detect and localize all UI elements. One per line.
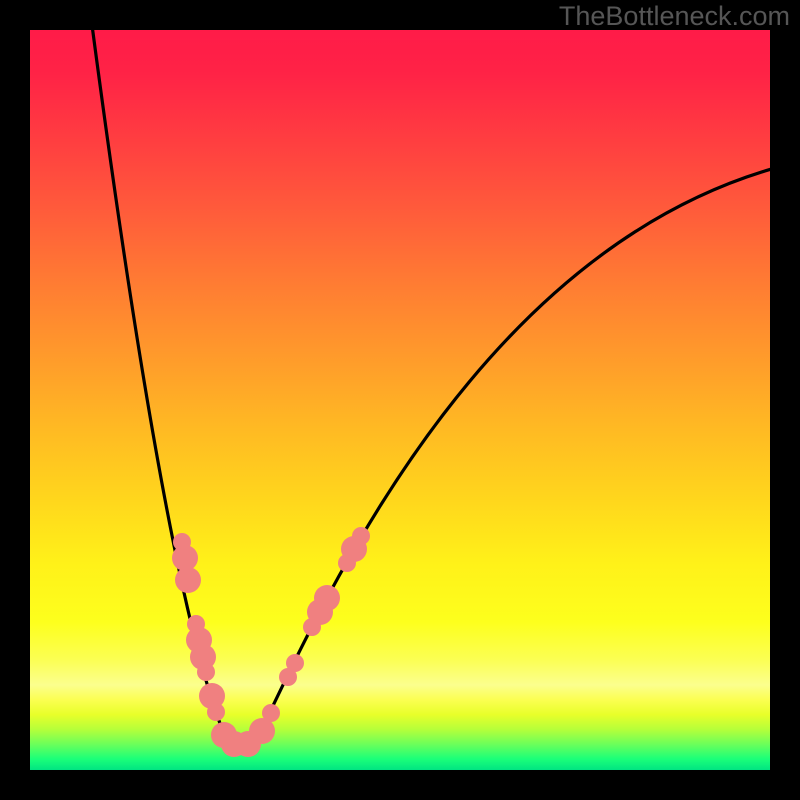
chart-frame — [0, 0, 800, 800]
watermark-text: TheBottleneck.com — [559, 1, 790, 32]
